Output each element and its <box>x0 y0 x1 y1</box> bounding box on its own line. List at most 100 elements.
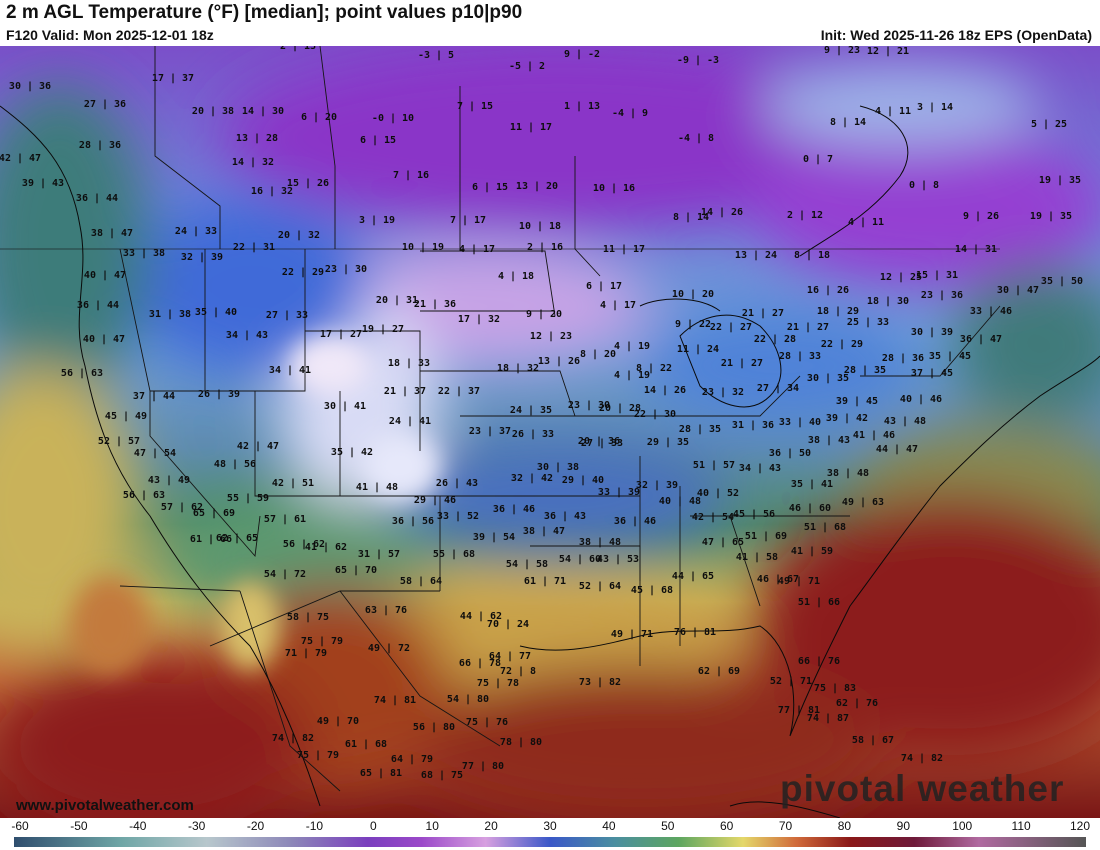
point-value-label: 9 | 23 <box>824 46 860 56</box>
point-value-label: 42 | 47 <box>0 153 41 164</box>
point-value-label: 22 | 29 <box>821 339 863 350</box>
point-value-label: 61 | 68 <box>345 739 387 750</box>
map-canvas: 23 | 402 | 136 | 4-3 | 5-5 | 29 | -2-9 |… <box>0 46 1100 818</box>
point-value-label: 64 | 77 <box>489 651 531 662</box>
point-value-label: 20 | 36 <box>578 436 620 447</box>
point-value-label: 61 | 71 <box>524 576 566 587</box>
point-value-label: 22 | 29 <box>282 267 324 278</box>
point-value-label: 56 | 62 <box>283 539 325 550</box>
point-value-label: 43 | 48 <box>884 416 926 427</box>
point-value-label: 36 | 50 <box>769 448 811 459</box>
point-value-label: 42 | 47 <box>237 441 279 452</box>
point-value-label: 52 | 57 <box>98 436 140 447</box>
point-value-label: 23 | 36 <box>921 290 963 301</box>
point-value-label: 28 | 36 <box>882 353 924 364</box>
point-value-label: 32 | 42 <box>511 473 553 484</box>
color-scale-bar <box>14 837 1086 847</box>
point-value-label: 28 | 33 <box>779 351 821 362</box>
point-value-label: 14 | 30 <box>242 106 284 117</box>
point-value-label: 18 | 32 <box>497 363 539 374</box>
point-value-label: 0 | 7 <box>803 154 833 165</box>
point-value-label: 22 | 28 <box>754 334 796 345</box>
point-value-label: 10 | 18 <box>519 221 561 232</box>
brand-watermark: pivotal weather <box>780 768 1065 809</box>
point-value-label: 26 | 43 <box>436 478 478 489</box>
point-value-label: 8 | 18 <box>794 250 830 261</box>
point-value-label: 64 | 79 <box>391 754 433 765</box>
point-value-label: 52 | 64 <box>579 581 621 592</box>
map-title: 2 m AGL Temperature (°F) [median]; point… <box>6 2 523 23</box>
point-value-label: 24 | 41 <box>389 416 431 427</box>
point-value-label: 6 | 17 <box>586 281 622 292</box>
point-value-label: 22 | 37 <box>438 386 480 397</box>
point-value-label: 65 | 69 <box>193 508 235 519</box>
point-value-label: 13 | 28 <box>236 133 278 144</box>
point-value-label: 29 | 40 <box>562 475 604 486</box>
color-scale-tick: 100 <box>952 819 973 833</box>
point-value-label: 14 | 32 <box>232 157 274 168</box>
point-value-label: 44 | 62 <box>460 611 502 622</box>
point-value-label: 44 | 65 <box>672 571 714 582</box>
point-value-label: 57 | 62 <box>161 502 203 513</box>
point-value-label: 21 | 27 <box>787 322 829 333</box>
point-value-label: 21 | 37 <box>384 386 426 397</box>
point-value-label: 15 | 31 <box>916 270 958 281</box>
point-value-label: 33 | 40 <box>779 417 821 428</box>
point-value-label: 35 | 42 <box>331 447 373 458</box>
point-value-label: 43 | 49 <box>148 475 190 486</box>
point-value-label: 22 | 31 <box>233 242 275 253</box>
point-value-label: 11 | 17 <box>603 244 645 255</box>
point-value-label: 14 | 26 <box>644 385 686 396</box>
point-value-label: -3 | 5 <box>418 50 454 61</box>
point-value-label: 26 | 33 <box>512 429 554 440</box>
point-value-label: 33 | 52 <box>437 511 479 522</box>
point-value-label: 62 | 69 <box>698 666 740 677</box>
point-value-label: 7 | 15 <box>457 101 493 112</box>
point-value-label: 75 | 78 <box>477 678 519 689</box>
point-value-label: 4 | 19 <box>614 341 650 352</box>
color-scale-tick: 70 <box>778 819 793 833</box>
point-value-label: 27 | 34 <box>757 383 799 394</box>
point-value-label: 49 | 72 <box>368 643 410 654</box>
point-value-label: 20 | 28 <box>599 403 641 414</box>
point-value-label: 33 | 38 <box>123 248 165 259</box>
point-value-label: 40 | 47 <box>83 334 125 345</box>
point-value-label: 28 | 36 <box>79 140 121 151</box>
point-value-label: 34 | 43 <box>739 463 781 474</box>
point-value-label: 6 | 20 <box>301 112 337 123</box>
point-value-label: 66 | 76 <box>798 656 840 667</box>
point-value-label: 8 | 14 <box>830 117 866 128</box>
color-scale-tick: 90 <box>896 819 911 833</box>
point-value-label: 45 | 68 <box>631 585 673 596</box>
point-value-label: 21 | 27 <box>721 358 763 369</box>
point-value-label: 40 | 52 <box>697 488 739 499</box>
point-value-label: 49 | 71 <box>778 576 820 587</box>
point-value-label: 14 | 26 <box>701 207 743 218</box>
point-value-label: 4 | 17 <box>459 244 495 255</box>
point-value-label: 9 | 20 <box>526 309 562 320</box>
point-value-label: 70 | 24 <box>487 619 529 630</box>
point-value-label: 38 | 48 <box>827 468 869 479</box>
point-value-label: 3 | 19 <box>359 215 395 226</box>
point-value-label: 25 | 33 <box>847 317 889 328</box>
point-value-label: 38 | 47 <box>91 228 133 239</box>
point-value-label: 22 | 30 <box>634 409 676 420</box>
point-value-label: 57 | 61 <box>264 514 306 525</box>
point-value-label: 36 | 44 <box>77 300 119 311</box>
point-value-label: 37 | 44 <box>133 391 175 402</box>
color-scale-tick: -30 <box>187 819 206 833</box>
point-value-label: 24 | 35 <box>510 405 552 416</box>
point-value-label: 32 | 39 <box>181 252 223 263</box>
terrain-detail <box>70 336 440 676</box>
point-value-label: 43 | 53 <box>597 554 639 565</box>
point-value-label: 31 | 57 <box>358 549 400 560</box>
point-value-label: 19 | 27 <box>362 324 404 335</box>
point-value-label: 33 | 39 <box>598 487 640 498</box>
point-value-label: 42 | 54 <box>692 512 734 523</box>
point-value-label: 4 | 11 <box>875 106 911 117</box>
point-value-label: 46 | 67 <box>757 574 799 585</box>
point-value-label: 31 | 38 <box>149 309 191 320</box>
point-value-label: 49 | 70 <box>317 716 359 727</box>
point-value-label: 4 | 17 <box>600 300 636 311</box>
point-value-label: 39 | 54 <box>473 532 515 543</box>
